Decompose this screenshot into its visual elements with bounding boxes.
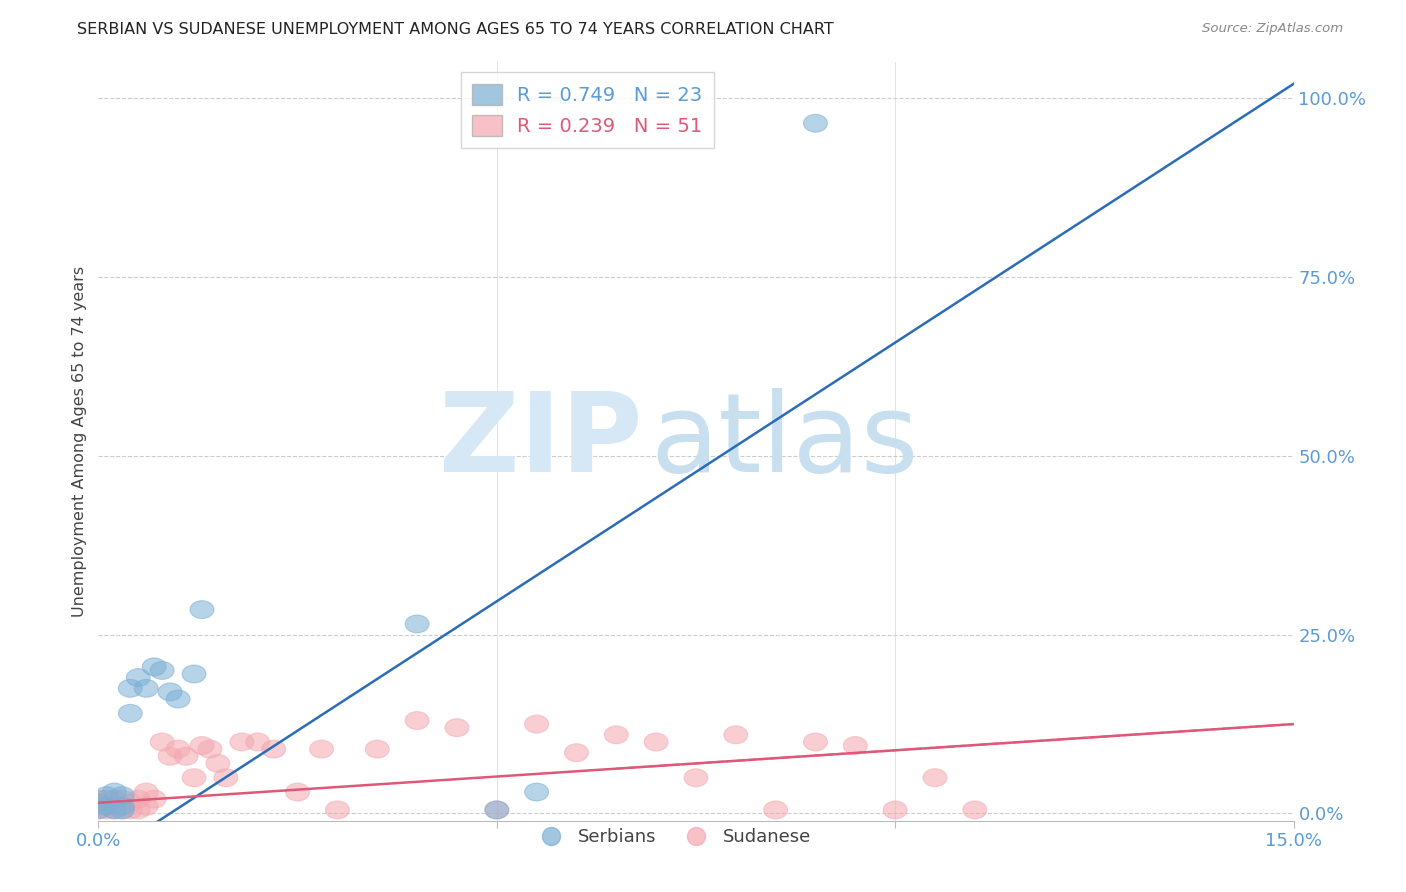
Ellipse shape bbox=[763, 801, 787, 819]
Ellipse shape bbox=[87, 794, 111, 812]
Ellipse shape bbox=[446, 719, 470, 737]
Ellipse shape bbox=[485, 801, 509, 819]
Ellipse shape bbox=[103, 783, 127, 801]
Ellipse shape bbox=[103, 797, 127, 815]
Ellipse shape bbox=[111, 787, 135, 805]
Ellipse shape bbox=[524, 783, 548, 801]
Ellipse shape bbox=[246, 733, 270, 751]
Text: ZIP: ZIP bbox=[439, 388, 643, 495]
Ellipse shape bbox=[166, 740, 190, 758]
Ellipse shape bbox=[118, 680, 142, 698]
Ellipse shape bbox=[127, 790, 150, 808]
Ellipse shape bbox=[485, 801, 509, 819]
Ellipse shape bbox=[87, 794, 111, 812]
Ellipse shape bbox=[118, 801, 142, 819]
Ellipse shape bbox=[118, 794, 142, 812]
Ellipse shape bbox=[94, 801, 118, 819]
Ellipse shape bbox=[159, 683, 183, 701]
Ellipse shape bbox=[565, 744, 589, 762]
Ellipse shape bbox=[111, 801, 135, 819]
Ellipse shape bbox=[724, 726, 748, 744]
Ellipse shape bbox=[94, 790, 118, 808]
Ellipse shape bbox=[183, 769, 207, 787]
Ellipse shape bbox=[142, 658, 166, 676]
Ellipse shape bbox=[844, 737, 868, 755]
Ellipse shape bbox=[135, 797, 159, 815]
Y-axis label: Unemployment Among Ages 65 to 74 years: Unemployment Among Ages 65 to 74 years bbox=[72, 266, 87, 617]
Ellipse shape bbox=[94, 787, 118, 805]
Ellipse shape bbox=[963, 801, 987, 819]
Ellipse shape bbox=[190, 600, 214, 618]
Ellipse shape bbox=[111, 797, 135, 815]
Ellipse shape bbox=[366, 740, 389, 758]
Ellipse shape bbox=[150, 662, 174, 680]
Ellipse shape bbox=[685, 769, 709, 787]
Ellipse shape bbox=[135, 680, 159, 698]
Ellipse shape bbox=[198, 740, 222, 758]
Ellipse shape bbox=[262, 740, 285, 758]
Ellipse shape bbox=[87, 797, 111, 815]
Ellipse shape bbox=[309, 740, 333, 758]
Ellipse shape bbox=[524, 715, 548, 733]
Ellipse shape bbox=[285, 783, 309, 801]
Ellipse shape bbox=[87, 801, 111, 819]
Ellipse shape bbox=[804, 114, 827, 132]
Ellipse shape bbox=[207, 755, 231, 772]
Text: atlas: atlas bbox=[651, 388, 920, 495]
Ellipse shape bbox=[94, 797, 118, 815]
Ellipse shape bbox=[405, 615, 429, 633]
Ellipse shape bbox=[94, 797, 118, 815]
Ellipse shape bbox=[87, 790, 111, 808]
Ellipse shape bbox=[159, 747, 183, 765]
Ellipse shape bbox=[190, 737, 214, 755]
Text: Source: ZipAtlas.com: Source: ZipAtlas.com bbox=[1202, 22, 1343, 36]
Ellipse shape bbox=[183, 665, 207, 683]
Ellipse shape bbox=[644, 733, 668, 751]
Ellipse shape bbox=[135, 783, 159, 801]
Ellipse shape bbox=[142, 790, 166, 808]
Ellipse shape bbox=[118, 705, 142, 723]
Ellipse shape bbox=[883, 801, 907, 819]
Ellipse shape bbox=[111, 790, 135, 808]
Ellipse shape bbox=[103, 790, 127, 808]
Ellipse shape bbox=[231, 733, 254, 751]
Ellipse shape bbox=[166, 690, 190, 708]
Ellipse shape bbox=[87, 801, 111, 819]
Ellipse shape bbox=[103, 801, 127, 819]
Ellipse shape bbox=[103, 801, 127, 819]
Text: SERBIAN VS SUDANESE UNEMPLOYMENT AMONG AGES 65 TO 74 YEARS CORRELATION CHART: SERBIAN VS SUDANESE UNEMPLOYMENT AMONG A… bbox=[77, 22, 834, 37]
Ellipse shape bbox=[150, 733, 174, 751]
Ellipse shape bbox=[111, 801, 135, 819]
Ellipse shape bbox=[605, 726, 628, 744]
Ellipse shape bbox=[405, 712, 429, 730]
Ellipse shape bbox=[804, 733, 827, 751]
Ellipse shape bbox=[127, 801, 150, 819]
Ellipse shape bbox=[127, 669, 150, 687]
Ellipse shape bbox=[111, 797, 135, 815]
Ellipse shape bbox=[326, 801, 350, 819]
Ellipse shape bbox=[214, 769, 238, 787]
Legend: Serbians, Sudanese: Serbians, Sudanese bbox=[526, 821, 818, 854]
Ellipse shape bbox=[924, 769, 948, 787]
Ellipse shape bbox=[174, 747, 198, 765]
